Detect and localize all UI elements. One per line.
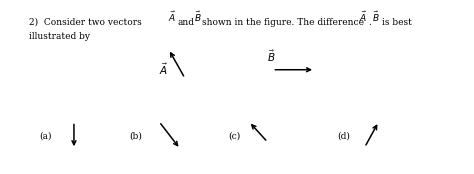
Text: $\vec{A}$: $\vec{A}$ xyxy=(168,10,176,24)
Text: $\vec{A}$: $\vec{A}$ xyxy=(359,10,367,24)
Text: shown in the figure. The difference: shown in the figure. The difference xyxy=(201,18,364,27)
Text: $\vec{A}$: $\vec{A}$ xyxy=(159,62,168,77)
Text: $\vec{B}$: $\vec{B}$ xyxy=(372,10,380,24)
Text: .: . xyxy=(368,18,371,27)
Text: illustrated by: illustrated by xyxy=(29,31,90,41)
Text: (c): (c) xyxy=(228,132,241,141)
Text: is best: is best xyxy=(382,18,411,27)
Text: and: and xyxy=(178,18,195,27)
Text: (a): (a) xyxy=(39,132,52,141)
Text: $\vec{B}$: $\vec{B}$ xyxy=(193,10,201,24)
Text: (d): (d) xyxy=(337,132,350,141)
Text: (b): (b) xyxy=(129,132,142,141)
Text: $\vec{B}$: $\vec{B}$ xyxy=(267,48,275,64)
Text: 2)  Consider two vectors: 2) Consider two vectors xyxy=(29,18,142,27)
